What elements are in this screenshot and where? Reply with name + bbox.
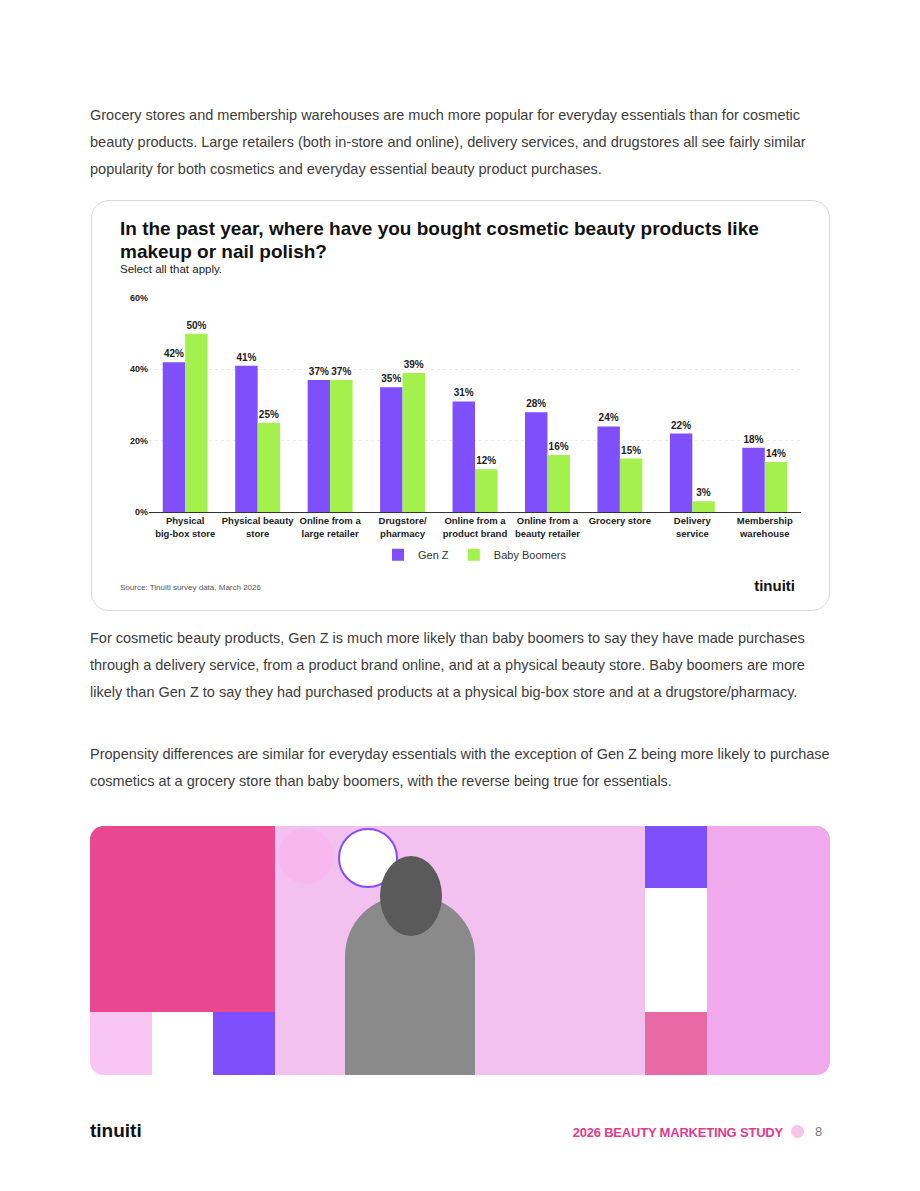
svg-text:25%: 25% [259,409,279,420]
html-text:tinuiti: tinuiti [754,577,795,594]
svg-text:3%: 3% [696,487,711,498]
svg-text:Gen Z: Gen Z [418,549,449,561]
svg-text:Online from abeauty retailer: Online from abeauty retailer [515,515,580,538]
svg-text:28%: 28% [526,398,546,409]
svg-text:Grocery store: Grocery store [589,515,651,526]
svg-text:Membershipwarehouse: Membershipwarehouse [737,515,793,538]
html-text:tinuiti: tinuiti [90,1120,142,1141]
svg-text:42%: 42% [164,348,184,359]
svg-text:18%: 18% [743,434,763,445]
svg-text:Baby Boomers: Baby Boomers [494,549,567,561]
svg-text:14%: 14% [766,448,786,459]
svg-text:Deliveryservice: Deliveryservice [674,515,712,538]
svg-text:22%: 22% [671,420,691,431]
svg-text:31%: 31% [454,387,474,398]
svg-text:24%: 24% [599,412,619,423]
svg-text:40%: 40% [130,364,148,374]
svg-text:15%: 15% [621,445,641,456]
svg-text:41%: 41% [236,352,256,363]
svg-text:39%: 39% [404,359,424,370]
svg-text:Physicalbig-box store: Physicalbig-box store [155,515,215,538]
svg-text:0%: 0% [135,507,148,517]
html-text:In the past year, where have y: In the past year, where have you bought … [120,218,759,262]
svg-text:Drugstore/pharmacy: Drugstore/pharmacy [379,515,427,538]
html-text:Source: Tinuiti survey data, M: Source: Tinuiti survey data, March 2026 [120,583,261,592]
svg-text:20%: 20% [130,436,148,446]
svg-text:37%: 37% [331,366,351,377]
svg-text:50%: 50% [186,320,206,331]
html-text:Propensity differences are sim: Propensity differences are similar for e… [90,746,830,789]
html-text:8: 8 [815,1124,823,1139]
svg-text:16%: 16% [549,441,569,452]
svg-text:Physical beautystore: Physical beautystore [222,515,295,538]
svg-text:37%: 37% [309,366,329,377]
svg-text:60%: 60% [130,293,148,303]
svg-text:Online from alarge retailer: Online from alarge retailer [299,515,361,538]
html-text:Select all that apply.: Select all that apply. [120,263,223,275]
html-text:Grocery stores and membership: Grocery stores and membership warehouses… [90,107,806,177]
html-text:For cosmetic beauty products,: For cosmetic beauty products, Gen Z is m… [90,630,805,700]
svg-text:Online from aproduct brand: Online from aproduct brand [443,515,508,538]
html-text:2026 BEAUTY MARKETING STUDY: 2026 BEAUTY MARKETING STUDY [572,1125,783,1140]
svg-text:12%: 12% [476,455,496,466]
svg-text:35%: 35% [381,373,401,384]
